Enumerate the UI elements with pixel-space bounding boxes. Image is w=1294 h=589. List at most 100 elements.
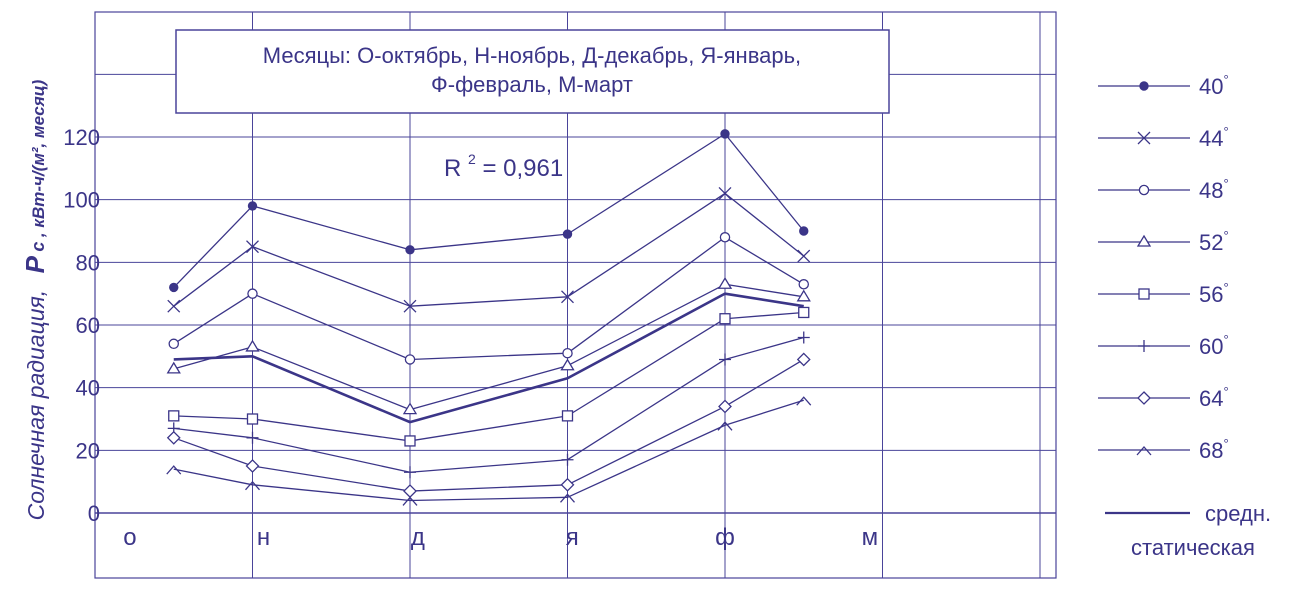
legend-marker — [1136, 234, 1152, 247]
data-point-60 — [561, 453, 574, 466]
data-point-56 — [561, 410, 574, 422]
data-point-52 — [402, 402, 418, 415]
legend-marker — [1138, 288, 1150, 300]
data-point-48 — [404, 354, 416, 365]
legend-degree: ° — [1223, 176, 1228, 191]
legend-item: 44° — [1098, 124, 1229, 151]
data-point-68 — [796, 396, 812, 406]
series-lines — [173, 133, 805, 502]
legend-item-average: средн. статическая — [1105, 501, 1271, 560]
series-line-68 — [173, 399, 804, 502]
legend-degree: ° — [1223, 384, 1228, 399]
data-point-64 — [718, 399, 732, 414]
series-line-44 — [173, 192, 805, 307]
data-point-68 — [245, 480, 260, 491]
legend-item: 60° — [1098, 332, 1229, 359]
data-point-64 — [166, 430, 181, 445]
legend-marker — [1137, 391, 1151, 405]
data-point-52 — [717, 277, 733, 289]
y-tick-label: 80 — [76, 250, 100, 275]
data-point-48 — [168, 338, 179, 350]
series-line-64 — [173, 358, 805, 492]
data-point-56 — [798, 306, 810, 319]
data-point-48 — [562, 347, 573, 359]
y-axis-symbol-subscript: c — [28, 242, 48, 252]
data-point-68 — [402, 496, 418, 506]
series-line-52 — [173, 283, 804, 411]
annotation-box — [175, 29, 890, 114]
legend-label: 52° — [1199, 228, 1229, 255]
data-point-52 — [245, 339, 260, 352]
series-line-40 — [173, 133, 805, 288]
legend-label: 56° — [1199, 280, 1229, 307]
legend-label: 64° — [1199, 384, 1229, 411]
y-axis-title: Солнечная радиация, P c , кВт-ч/(м², мес… — [20, 79, 50, 520]
data-point-56 — [246, 413, 259, 425]
legend: 40° 44° 48° 52° 56° 60° 64° 68° средн. статическа… — [1098, 72, 1271, 560]
legend-label: 40° — [1199, 72, 1229, 99]
data-point-40 — [799, 226, 809, 236]
legend-label: 44° — [1199, 124, 1229, 151]
data-point-44 — [718, 186, 732, 200]
y-axis-symbol: P — [20, 255, 50, 273]
data-point-64 — [560, 477, 575, 492]
data-point-60 — [246, 431, 259, 444]
y-tick-label: 40 — [76, 376, 100, 401]
legend-degree: ° — [1223, 332, 1228, 347]
legend-marker — [1137, 131, 1151, 145]
series-line-60 — [173, 336, 804, 473]
data-point-44 — [403, 299, 417, 313]
legend-degree: ° — [1223, 124, 1228, 139]
data-point-60 — [719, 353, 731, 366]
y-tick-label: 0 — [88, 501, 100, 526]
series-line-48 — [173, 236, 805, 361]
data-point-40 — [405, 245, 415, 255]
legend-label: 60° — [1199, 332, 1229, 359]
legend-item: 40° — [1098, 72, 1229, 99]
r-squared-r: R — [444, 155, 461, 182]
data-point-48 — [719, 232, 731, 243]
data-point-64 — [245, 459, 260, 473]
y-axis-label-text: Солнечная радиация, — [23, 290, 49, 521]
data-point-44 — [167, 299, 181, 313]
y-tick-label: 100 — [63, 188, 100, 213]
legend-item: 56° — [1098, 280, 1229, 307]
data-point-60 — [797, 331, 810, 344]
annotation-line-1: Месяцы: О-октябрь, Н-ноябрь, Д-декабрь, … — [263, 43, 801, 68]
legend-label: 68° — [1199, 436, 1229, 463]
data-point-60 — [404, 466, 416, 479]
x-tick-label: я — [566, 524, 579, 551]
legend-marker — [1139, 81, 1149, 91]
legend-item: 52° — [1098, 228, 1229, 255]
data-point-56 — [719, 313, 731, 325]
r-squared-label: R 2 = 0,961 — [444, 143, 563, 182]
data-point-52 — [166, 361, 181, 374]
data-point-44 — [246, 240, 259, 254]
data-point-68 — [717, 421, 733, 431]
y-tick-label: 60 — [76, 313, 100, 338]
data-point-40 — [562, 229, 573, 239]
legend-degree: ° — [1223, 436, 1228, 451]
data-point-68 — [166, 465, 182, 475]
legend-item: 68° — [1098, 436, 1229, 463]
data-point-56 — [168, 410, 180, 422]
x-tick-label: м — [862, 524, 879, 551]
series-line-56 — [173, 311, 804, 442]
series-markers — [166, 129, 812, 506]
x-tick-label: н — [257, 524, 270, 551]
y-tick-label: 20 — [76, 438, 100, 463]
data-point-64 — [796, 352, 811, 367]
annotation-line-2: Ф-февраль, М-март — [431, 72, 633, 97]
legend-label: 48° — [1199, 176, 1229, 203]
data-point-40 — [169, 282, 179, 293]
data-point-68 — [560, 493, 575, 503]
data-point-56 — [404, 435, 416, 447]
legend-label-average-1: средн. — [1205, 501, 1271, 526]
y-tick-label: 120 — [63, 125, 100, 150]
data-point-64 — [403, 484, 417, 498]
data-point-48 — [798, 279, 810, 290]
legend-degree: ° — [1223, 72, 1228, 87]
data-point-44 — [797, 249, 811, 263]
